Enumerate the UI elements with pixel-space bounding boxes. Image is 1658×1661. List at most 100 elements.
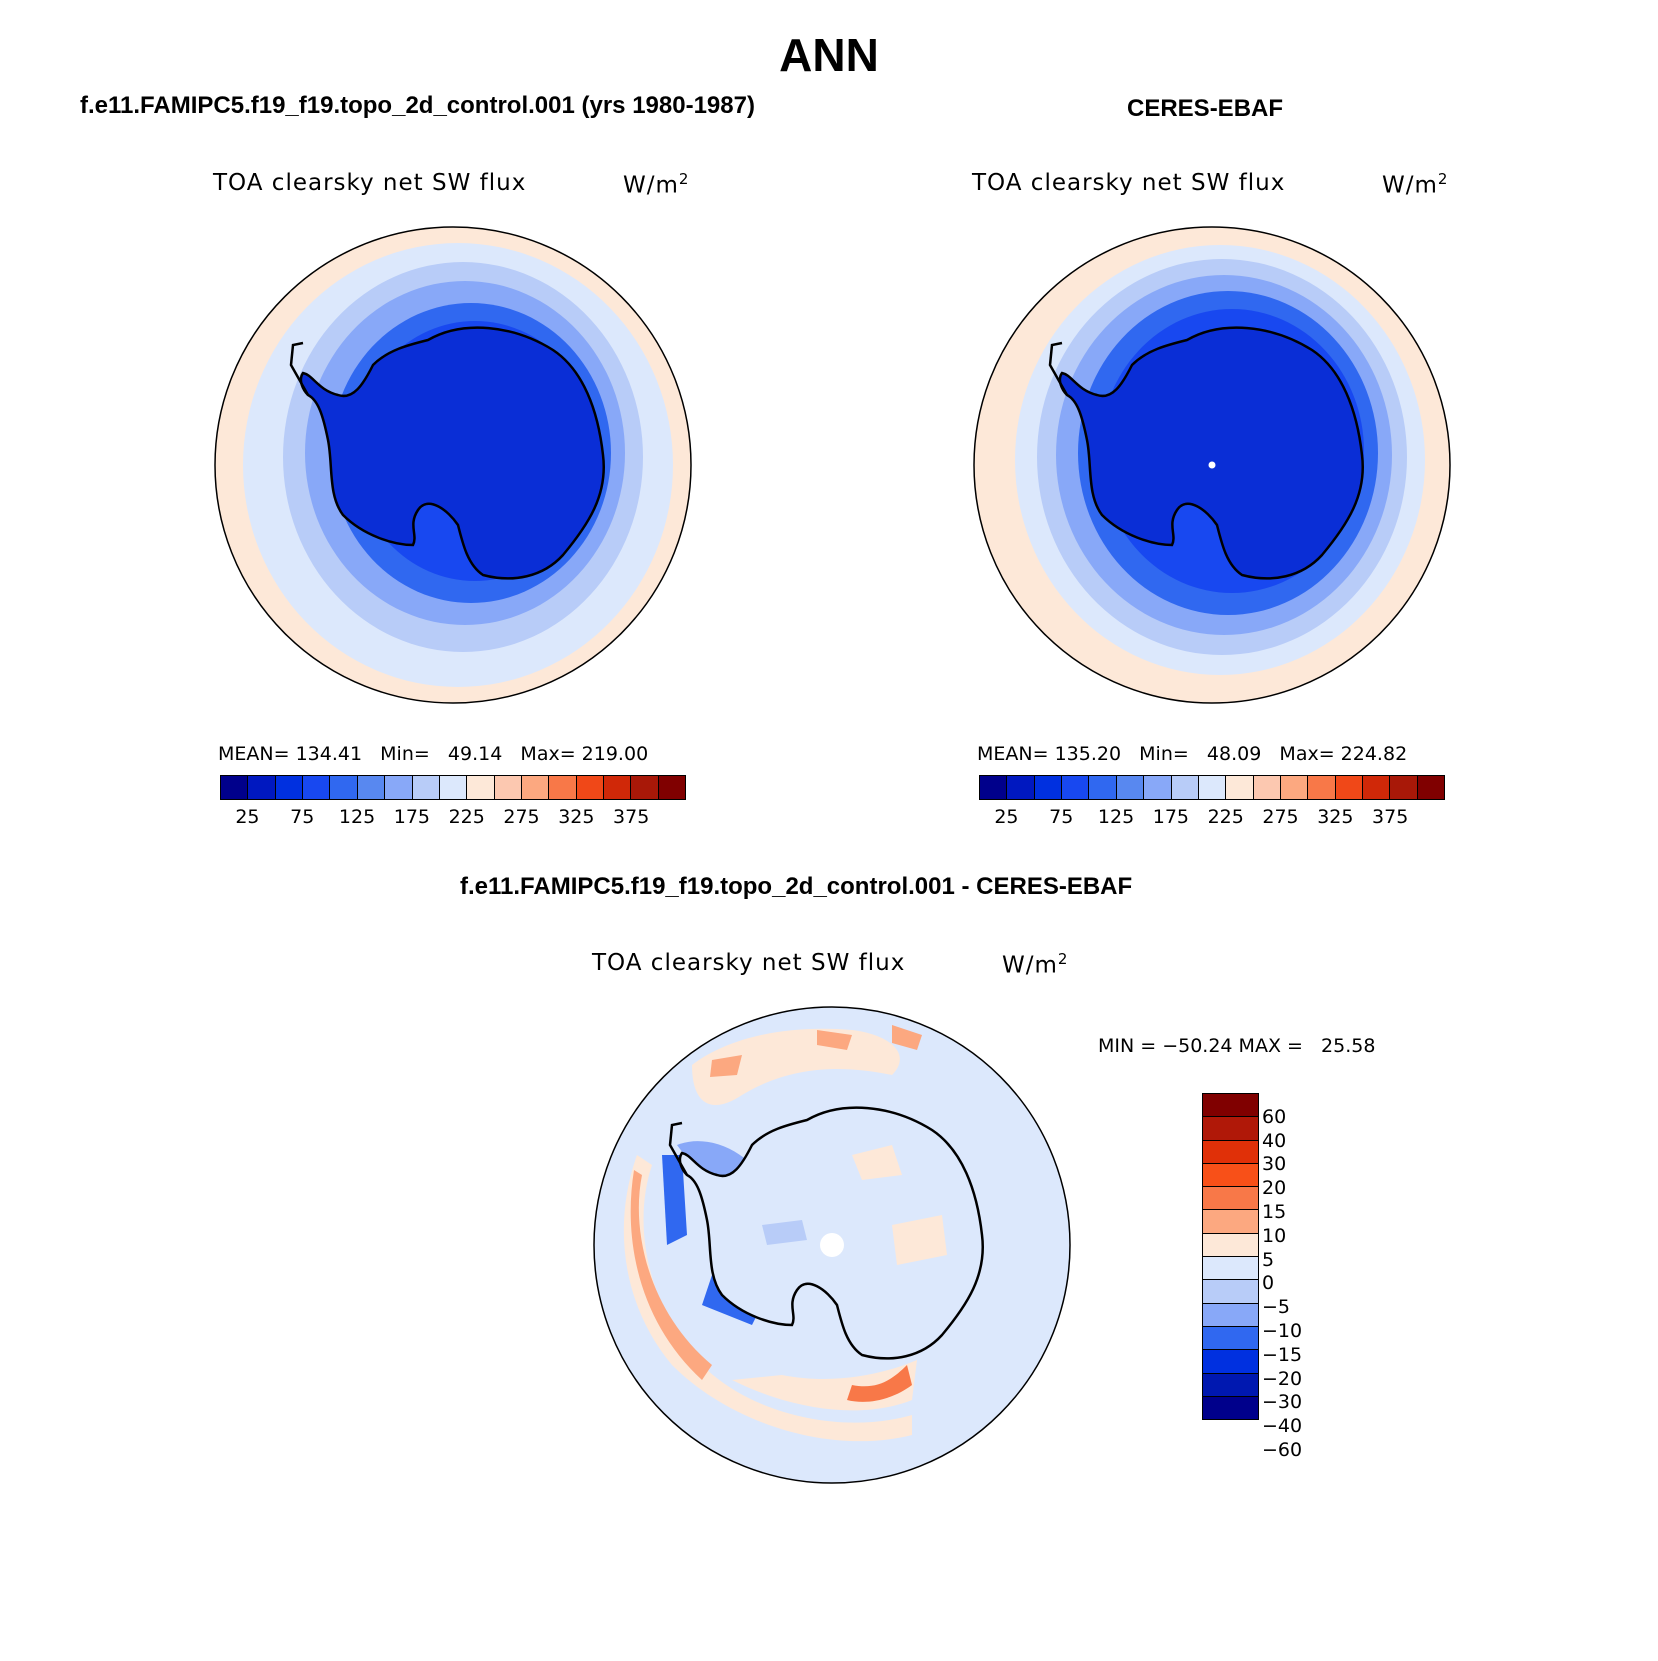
- diff-unit-label: W/m2: [1002, 950, 1069, 979]
- colorbar-swatch: [1144, 776, 1172, 799]
- colorbar-swatch: [1417, 776, 1445, 799]
- colorbar-tick-label: 10: [1262, 1224, 1287, 1247]
- colorbar-swatch: [1363, 776, 1391, 799]
- colorbar-swatch: [1198, 776, 1227, 799]
- colorbar-tick-label: −5: [1262, 1296, 1291, 1319]
- obs-colorbar-ticks: 25 75 125 175 225 275 325 375: [979, 800, 1445, 828]
- colorbar-swatch: [221, 776, 249, 799]
- obs-stats: MEAN= 135.20 Min= 48.09 Max= 224.82: [977, 743, 1408, 765]
- colorbar-swatch: [1203, 1396, 1258, 1420]
- colorbar-tick-label: 30: [1262, 1153, 1287, 1176]
- obs-polar-map: [973, 226, 1451, 704]
- colorbar-swatch: [549, 776, 577, 799]
- colorbar-swatch: [521, 776, 550, 799]
- colorbar-tick-label: 225: [448, 806, 485, 828]
- model-variable-label: TOA clearsky net SW flux: [213, 170, 527, 196]
- obs-colorbar: [979, 775, 1445, 800]
- colorbar-swatch: [1203, 1257, 1258, 1281]
- colorbar-tick-label: 275: [1262, 806, 1299, 828]
- colorbar-tick-label: −20: [1262, 1367, 1303, 1390]
- colorbar-tick-label: 325: [1317, 806, 1354, 828]
- colorbar-tick-label: 40: [1262, 1129, 1287, 1152]
- model-antarctica-land: [299, 326, 606, 580]
- colorbar-tick-label: 125: [1097, 806, 1135, 828]
- colorbar-swatch: [1203, 1373, 1258, 1397]
- colorbar-swatch: [1335, 776, 1364, 799]
- obs-antarctica-land: [1058, 326, 1365, 580]
- colorbar-swatch: [1203, 1350, 1258, 1374]
- colorbar-swatch: [330, 776, 358, 799]
- colorbar-tick-label: 175: [1152, 806, 1190, 828]
- obs-panel-title: CERES-EBAF: [1127, 95, 1284, 122]
- colorbar-tick-label: 175: [393, 806, 431, 828]
- colorbar-swatch: [631, 776, 659, 799]
- diff-antarctica-land: [678, 1106, 985, 1360]
- colorbar-swatch: [658, 776, 686, 799]
- colorbar-tick-label: 75: [290, 806, 315, 828]
- colorbar-swatch: [1034, 776, 1063, 799]
- colorbar-swatch: [1203, 1303, 1258, 1327]
- colorbar-swatch: [1308, 776, 1336, 799]
- colorbar-swatch: [1203, 1326, 1258, 1351]
- colorbar-swatch: [1226, 776, 1254, 799]
- colorbar-swatch: [1203, 1140, 1258, 1164]
- colorbar-swatch: [1203, 1094, 1258, 1118]
- page-title: ANN: [779, 29, 879, 81]
- colorbar-tick-label: 375: [1372, 806, 1409, 828]
- model-colorbar: [220, 775, 686, 800]
- colorbar-swatch: [494, 776, 522, 799]
- colorbar-swatch: [1116, 776, 1145, 799]
- colorbar-swatch: [1171, 776, 1199, 799]
- colorbar-tick-label: 325: [558, 806, 595, 828]
- colorbar-swatch: [303, 776, 331, 799]
- model-colorbar-ticks: 25 75 125 175 225 275 325 375: [220, 800, 686, 828]
- model-stats: MEAN= 134.41 Min= 49.14 Max= 219.00: [218, 743, 649, 765]
- colorbar-swatch: [1253, 776, 1281, 799]
- colorbar-tick-label: 125: [338, 806, 376, 828]
- colorbar-swatch: [439, 776, 468, 799]
- diff-colorbar-wrap: [1202, 1093, 1259, 1421]
- diff-polar-map: [593, 1006, 1071, 1484]
- colorbar-swatch: [1203, 1280, 1258, 1304]
- obs-colorbar-wrap: 25 75 125 175 225 275 325 375: [979, 775, 1445, 828]
- colorbar-tick-label: 20: [1262, 1177, 1287, 1200]
- colorbar-tick-label: 25: [235, 806, 260, 828]
- colorbar-tick-label: −10: [1262, 1320, 1303, 1342]
- diff-colorbar: [1202, 1093, 1259, 1421]
- colorbar-tick-label: −30: [1262, 1391, 1303, 1414]
- colorbar-swatch: [275, 776, 304, 799]
- model-panel-title: f.e11.FAMIPC5.f19_f19.topo_2d_control.00…: [80, 92, 755, 119]
- colorbar-swatch: [1390, 776, 1418, 799]
- colorbar-swatch: [604, 776, 632, 799]
- diff-variable-label: TOA clearsky net SW flux: [592, 950, 906, 976]
- colorbar-tick-label: 15: [1262, 1201, 1287, 1223]
- colorbar-swatch: [467, 776, 495, 799]
- colorbar-tick-label: 5: [1262, 1248, 1275, 1271]
- colorbar-swatch: [1062, 776, 1090, 799]
- colorbar-swatch: [385, 776, 413, 799]
- colorbar-tick-label: 0: [1262, 1272, 1275, 1295]
- model-colorbar-wrap: 25 75 125 175 225 275 325 375: [220, 775, 686, 828]
- model-polar-map: [214, 226, 692, 704]
- colorbar-swatch: [1089, 776, 1117, 799]
- colorbar-swatch: [980, 776, 1008, 799]
- colorbar-tick-label: 75: [1049, 806, 1074, 828]
- colorbar-swatch: [1203, 1187, 1258, 1211]
- colorbar-tick-label: −60: [1262, 1439, 1303, 1461]
- colorbar-swatch: [1280, 776, 1309, 799]
- colorbar-tick-label: 25: [994, 806, 1019, 828]
- colorbar-swatch: [357, 776, 386, 799]
- diff-minmax: MIN = −50.24 MAX = 25.58: [1098, 1035, 1376, 1057]
- colorbar-swatch: [1203, 1117, 1258, 1141]
- obs-variable-label: TOA clearsky net SW flux: [972, 170, 1286, 196]
- colorbar-swatch: [1203, 1163, 1258, 1188]
- model-unit-label: W/m2: [623, 170, 690, 199]
- colorbar-tick-label: 225: [1207, 806, 1244, 828]
- colorbar-tick-label: −15: [1262, 1343, 1303, 1366]
- colorbar-swatch: [576, 776, 605, 799]
- colorbar-swatch: [1203, 1233, 1258, 1258]
- colorbar-swatch: [1203, 1210, 1258, 1234]
- diff-panel-title: f.e11.FAMIPC5.f19_f19.topo_2d_control.00…: [460, 873, 1133, 900]
- colorbar-swatch: [248, 776, 276, 799]
- colorbar-tick-label: −40: [1262, 1415, 1303, 1438]
